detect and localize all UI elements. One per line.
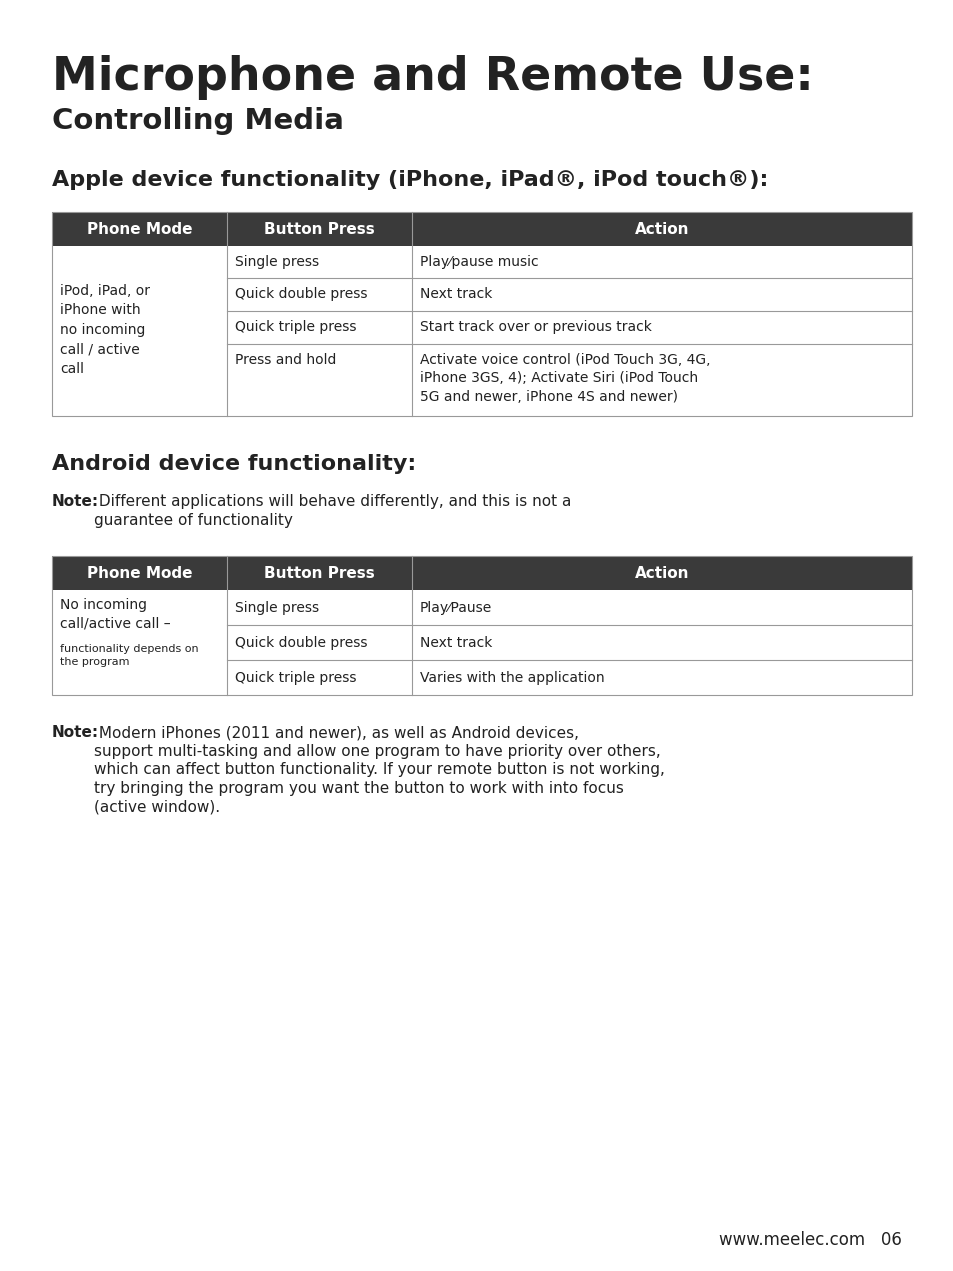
Text: functionality depends on
the program: functionality depends on the program: [60, 644, 198, 667]
Text: No incoming
call/active call –: No incoming call/active call –: [60, 597, 171, 630]
Text: iPod, iPad, or
iPhone with
no incoming
call / active
call: iPod, iPad, or iPhone with no incoming c…: [60, 283, 150, 376]
Text: Press and hold: Press and hold: [234, 353, 336, 367]
Text: Different applications will behave differently, and this is not a
guarantee of f: Different applications will behave diffe…: [94, 494, 571, 527]
Text: Single press: Single press: [234, 255, 319, 269]
Text: Quick triple press: Quick triple press: [234, 320, 356, 334]
Text: Android device functionality:: Android device functionality:: [52, 454, 416, 474]
Text: Varies with the application: Varies with the application: [419, 671, 604, 685]
Text: Quick double press: Quick double press: [234, 287, 367, 301]
Text: Play⁄pause music: Play⁄pause music: [419, 255, 538, 269]
Text: Button Press: Button Press: [264, 222, 375, 236]
Text: Next track: Next track: [419, 287, 492, 301]
Text: Quick double press: Quick double press: [234, 636, 367, 649]
Text: Microphone and Remote Use:: Microphone and Remote Use:: [52, 55, 813, 100]
Bar: [52, 555, 911, 695]
Text: Start track over or previous track: Start track over or previous track: [419, 320, 651, 334]
Bar: [52, 212, 911, 247]
Text: Button Press: Button Press: [264, 566, 375, 581]
Text: Apple device functionality (iPhone, iPad®, iPod touch®):: Apple device functionality (iPhone, iPad…: [52, 170, 767, 189]
Text: Action: Action: [634, 566, 688, 581]
Text: Controlling Media: Controlling Media: [52, 107, 343, 135]
Text: Action: Action: [634, 222, 688, 236]
Bar: [52, 212, 911, 416]
Text: Note:: Note:: [52, 724, 99, 740]
Text: Phone Mode: Phone Mode: [87, 566, 193, 581]
Text: Phone Mode: Phone Mode: [87, 222, 193, 236]
Text: Modern iPhones (2011 and newer), as well as Android devices,
support multi-taski: Modern iPhones (2011 and newer), as well…: [94, 724, 664, 815]
Bar: [52, 555, 911, 590]
Text: Play⁄Pause: Play⁄Pause: [419, 601, 492, 615]
Text: Quick triple press: Quick triple press: [234, 671, 356, 685]
Text: Note:: Note:: [52, 494, 99, 508]
Text: www.meelec.com   06: www.meelec.com 06: [719, 1232, 901, 1249]
Text: Activate voice control (iPod Touch 3G, 4G,
iPhone 3GS, 4); Activate Siri (iPod T: Activate voice control (iPod Touch 3G, 4…: [419, 353, 710, 404]
Text: Single press: Single press: [234, 601, 319, 615]
Text: Next track: Next track: [419, 636, 492, 649]
